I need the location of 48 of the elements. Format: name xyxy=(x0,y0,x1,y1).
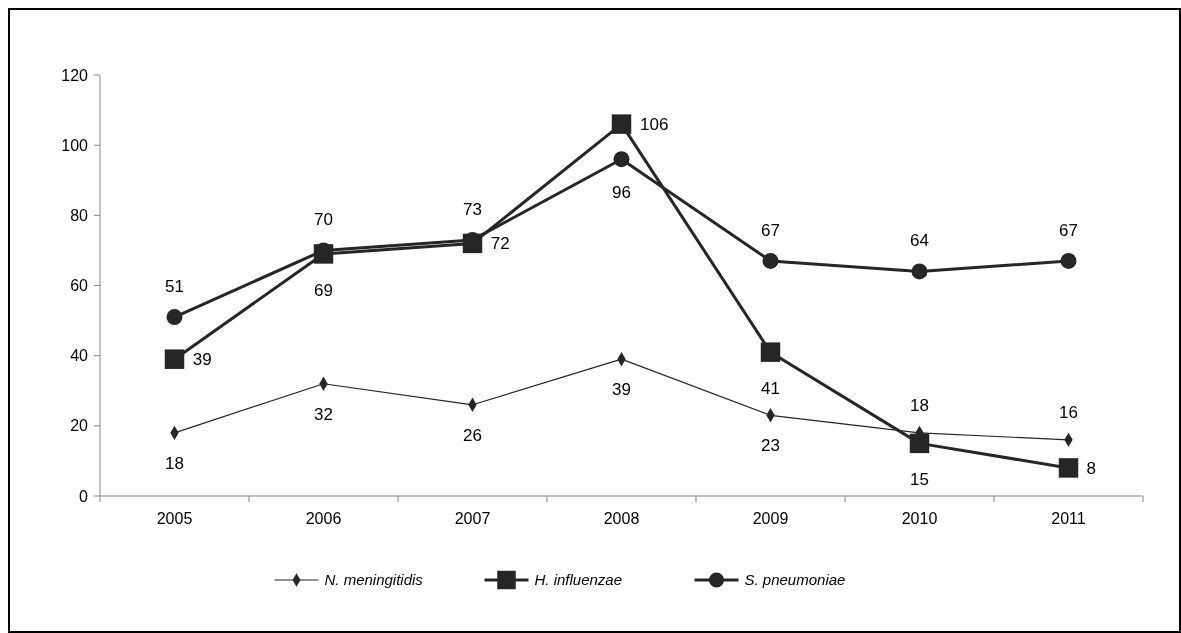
data-label: 69 xyxy=(314,280,333,300)
point xyxy=(613,151,630,168)
x-tick-label: 2011 xyxy=(1051,510,1086,527)
data-label: 64 xyxy=(910,231,929,251)
data-label: 15 xyxy=(910,470,929,490)
data-label: 32 xyxy=(314,404,333,424)
data-label: 67 xyxy=(761,220,780,240)
point xyxy=(911,263,928,280)
data-label: 39 xyxy=(612,380,631,399)
legend-label: S. pneumoniae xyxy=(744,571,846,589)
y-tick-label: 100 xyxy=(61,136,89,154)
data-label: 16 xyxy=(1059,402,1078,422)
x-tick-label: 2009 xyxy=(752,510,789,527)
x-tick-label: 2005 xyxy=(156,510,193,527)
y-tick-label: 80 xyxy=(70,206,89,224)
x-tick-label: 2006 xyxy=(305,510,342,527)
data-label: 67 xyxy=(1059,220,1078,240)
y-tick-label: 40 xyxy=(70,347,89,365)
data-label: 18 xyxy=(910,395,929,415)
y-tick-label: 120 xyxy=(61,66,89,84)
data-label: 26 xyxy=(463,425,482,445)
point xyxy=(762,252,779,269)
data-label: 51 xyxy=(165,276,184,296)
point xyxy=(164,349,185,369)
data-label: 96 xyxy=(612,183,631,203)
data-label: 70 xyxy=(314,210,333,230)
point xyxy=(1058,458,1079,478)
data-label: 106 xyxy=(640,115,669,135)
legend-label: H. influenzae xyxy=(534,571,623,589)
x-tick-label: 2007 xyxy=(454,510,491,527)
data-label: 8 xyxy=(1086,458,1096,478)
legend-label: N. meningitidis xyxy=(324,571,424,589)
y-tick-label: 60 xyxy=(70,277,89,295)
y-tick-label: 20 xyxy=(70,417,89,435)
data-label: 41 xyxy=(761,378,780,398)
data-label: 72 xyxy=(490,234,510,254)
point xyxy=(909,433,930,454)
point xyxy=(611,114,632,134)
point xyxy=(1060,252,1077,269)
point xyxy=(760,342,781,362)
y-tick-label: 0 xyxy=(79,487,89,505)
data-label: 23 xyxy=(761,436,780,456)
data-label: 39 xyxy=(192,350,212,370)
data-label: 73 xyxy=(463,199,482,219)
point xyxy=(166,309,183,326)
x-tick-label: 2010 xyxy=(901,510,938,527)
data-label: 18 xyxy=(165,453,184,473)
x-tick-label: 2008 xyxy=(603,510,640,527)
